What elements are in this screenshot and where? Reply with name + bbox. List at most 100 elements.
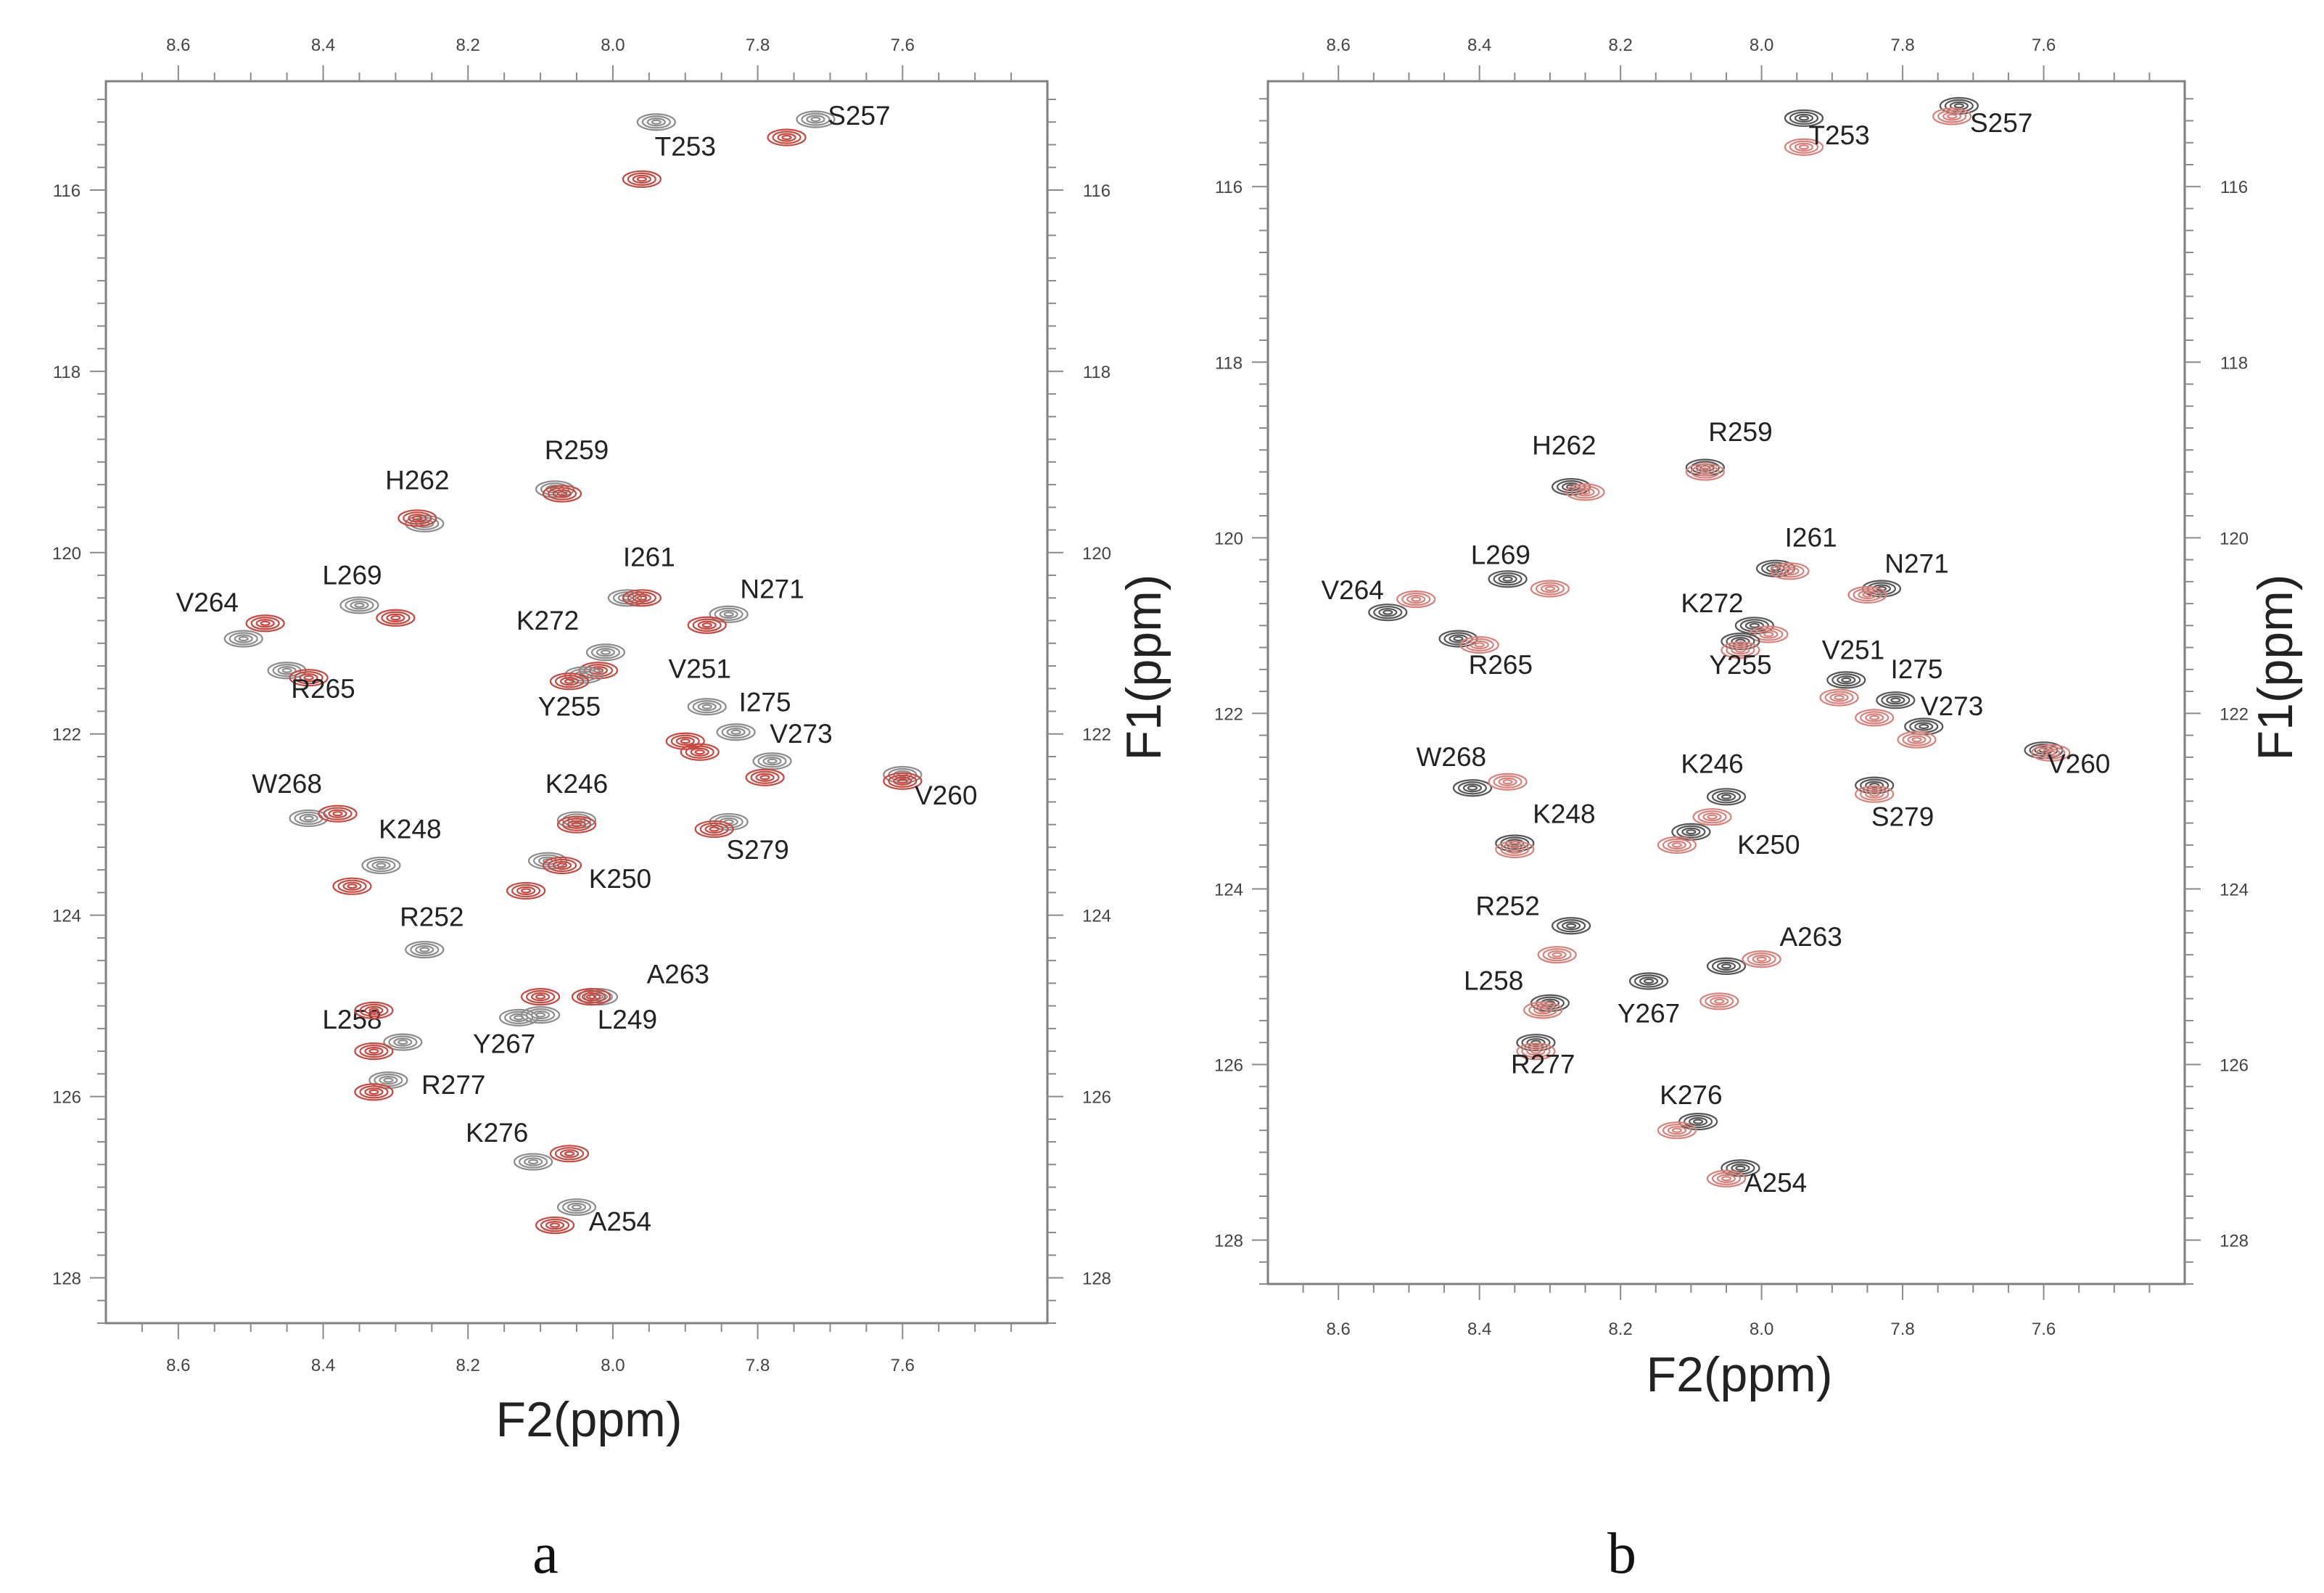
- panel-a-peak-bound-n271-contour: [687, 616, 727, 634]
- panel-b-peak-free-k250-contour: [1686, 829, 1697, 835]
- panel-b-peak-bound-a263-contour: [1742, 950, 1781, 968]
- panel-b-peak-free-k276-contour: [1689, 1117, 1708, 1127]
- panel-a-peak-bound-v264-contour: [260, 620, 271, 626]
- panel-b-peak-bound-k276-contour: [1657, 1121, 1697, 1140]
- panel-a-peak-label-s279: S279: [726, 835, 788, 865]
- panel-a-peak-free-r252-contour: [405, 941, 445, 959]
- panel-b-xtick-label-bottom: 7.8: [1890, 1320, 1914, 1339]
- panel-b-peak-free-k246-contour: [1716, 792, 1736, 802]
- panel-b-xtick-label-bottom: 7.6: [2032, 1320, 2056, 1339]
- panel-a-peak-bound-s257-contour: [772, 131, 802, 144]
- panel-a-peak-bound-l269-contour: [376, 609, 416, 627]
- panel-b-peak-free-r277-contour: [1530, 1040, 1541, 1045]
- panel-a-peak-bound-i275-contour: [690, 747, 709, 757]
- panel-b-peak-free-w268-contour: [1462, 783, 1483, 793]
- panel-b-ytick-label-left: 118: [1215, 353, 1243, 373]
- panel-b-peak-bound-r277-contour: [1526, 1047, 1546, 1056]
- panel-a-peak-bound-n271: [687, 616, 727, 634]
- panel-a-peak-free-l269-contour: [354, 602, 365, 608]
- panel-b-peak-free-k276-contour: [1678, 1113, 1718, 1131]
- panel-b-peak-bound-i275-contour: [1869, 715, 1880, 721]
- panel-a-peak-free-s257-contour: [796, 110, 836, 128]
- panel-b-ytick-label-left: 122: [1214, 704, 1243, 724]
- panel-a-peak-bound-l249-contour: [525, 990, 556, 1004]
- panel-b-peak-bound-i275-contour: [1855, 709, 1895, 727]
- panel-b-peak-bound-a254-contour: [1721, 1176, 1732, 1182]
- panel-b-peak-label-k250: K250: [1737, 830, 1800, 860]
- panel-a-peak-label-r252: R252: [400, 902, 463, 932]
- panel-a-peak-free-i275-contour: [726, 728, 746, 737]
- panel-b-peak-bound-a263-contour: [1752, 955, 1771, 964]
- panel-b-peak-bound-k276: [1657, 1121, 1697, 1140]
- panel-b-peak-bound-n271-contour: [1858, 590, 1877, 600]
- panel-b-ytick-label-right: 122: [2220, 704, 2249, 724]
- panel-a-peak-bound-k250-contour: [547, 858, 577, 873]
- panel-b-peak-bound-k276-contour: [1667, 1126, 1687, 1135]
- panel-a-ytick-label-right: 126: [1082, 1088, 1111, 1108]
- panel-a-peak-bound-a263-contour: [581, 992, 601, 1002]
- panel-b-xtick-label-top: 7.6: [2032, 36, 2056, 55]
- panel-b-peak-bound-k250-contour: [1667, 840, 1687, 849]
- panel-a-peak-bound-l269-contour: [390, 615, 401, 621]
- panel-b-peak-free-y267-contour: [1639, 976, 1659, 986]
- panel-a-peak-bound-y255: [549, 672, 590, 691]
- panel-a-peak-bound-r265: [289, 669, 329, 687]
- panel-b-peak-bound-l258-contour: [1523, 1001, 1563, 1019]
- panel-b-peak-bound-l269-contour: [1530, 580, 1570, 598]
- panel-a-peak-free-v251-contour: [697, 702, 717, 712]
- panel-a-xtick-label-top: 7.6: [891, 36, 915, 55]
- panel-b-peak-bound-k246: [1692, 808, 1732, 826]
- panel-b-peak-bound-h262: [1565, 483, 1605, 501]
- panel-b-peak-label-i275: I275: [1891, 654, 1943, 684]
- panel-b-peak-bound-v260-contour: [2036, 746, 2066, 760]
- panel-a-peak-bound-r265-contour: [299, 673, 318, 683]
- panel-b-peak-bound-s279-contour: [1865, 789, 1884, 799]
- panel-a-peak-bound-r277-contour: [359, 1085, 389, 1099]
- panel-b-peak-bound-r265: [1459, 635, 1499, 654]
- panel-b-peak-free-v264-contour: [1373, 606, 1403, 620]
- panel-a-peak-bound-t253-contour: [627, 172, 656, 186]
- panel-b-peak-free-t253-contour: [1789, 111, 1819, 125]
- panel-a-peak-bound-v260-contour: [888, 774, 918, 788]
- panel-a-peak-free-n271-contour: [714, 607, 743, 621]
- panel-a-peak-bound-k246-contour: [556, 815, 597, 833]
- panel-b-peak-free-l269: [1488, 570, 1528, 588]
- panel-b-peak-free-l269-contour: [1493, 572, 1522, 586]
- panel-a-peak-bound-v273: [745, 768, 785, 786]
- panel-a-peak-bound-y267-contour: [364, 1005, 384, 1015]
- panel-b-peak-bound-v251-contour: [1834, 694, 1845, 701]
- panel-a-xtick-label-top: 8.0: [601, 36, 625, 55]
- panel-b-peak-bound-l269: [1530, 580, 1570, 598]
- panel-a-peak-label-l269: L269: [322, 561, 382, 590]
- panel-b-peak-bound-r265-contour: [1474, 642, 1485, 648]
- panel-a-peak-bound-v260: [883, 772, 923, 790]
- panel-b-peak-bound-k272: [1749, 625, 1789, 643]
- panel-b-peak-free-a254-contour: [1721, 1159, 1760, 1177]
- panel-b-xtick-label-top: 8.6: [1327, 36, 1351, 55]
- panel-b-peak-label-h262: H262: [1532, 430, 1596, 460]
- panel-b-ytick-label-left: 128: [1214, 1231, 1243, 1251]
- panel-a-peak-free-w268-contour: [299, 813, 318, 823]
- panel-b-xtick-label-top: 8.4: [1467, 36, 1491, 55]
- panel-a-ytick-label-left: 120: [52, 544, 81, 564]
- panel-b-peak-bound-h262-contour: [1565, 483, 1605, 501]
- panel-a-ticks: 8.6 8.6 8.4 8.4 8.2 8.2 8.0 8.0 7.8 7.8 7.6 7.6 116 1…: [52, 36, 1111, 1375]
- panel-a-peak-bound-a263-contour: [571, 988, 611, 1006]
- panel-a-ytick-label-left: 126: [52, 1088, 81, 1108]
- panel-a-peak-label-v251: V251: [669, 654, 731, 683]
- panel-a-peak-bound-i261-contour: [636, 595, 647, 601]
- panel-b-peak-free-r265-contour: [1443, 632, 1473, 646]
- panel-b-xtick-label-top: 7.8: [1890, 36, 1914, 55]
- panel-b-frame: [1266, 80, 2186, 1285]
- panel-a-peak-bound-k250-contour: [552, 860, 572, 870]
- panel-a-peak-free-r277-contour: [368, 1071, 408, 1090]
- panel-b-xtick-label-bottom: 8.2: [1608, 1320, 1632, 1339]
- panel-b-peak-bound-a263-contour: [1756, 956, 1767, 962]
- panel-a-xtick-label-bottom: 8.6: [166, 1356, 190, 1375]
- panel-a-peak-free-v273-contour: [757, 754, 787, 768]
- panel-a-peak-bound-k276-contour: [559, 1149, 580, 1158]
- panel-b-peak-bound-k250-contour: [1671, 842, 1683, 848]
- panel-a-peak-label-i275: I275: [739, 687, 791, 717]
- panel-b-peak-bound-k272-contour: [1754, 627, 1784, 641]
- panel-b-peak-free-a263-contour: [1711, 959, 1742, 974]
